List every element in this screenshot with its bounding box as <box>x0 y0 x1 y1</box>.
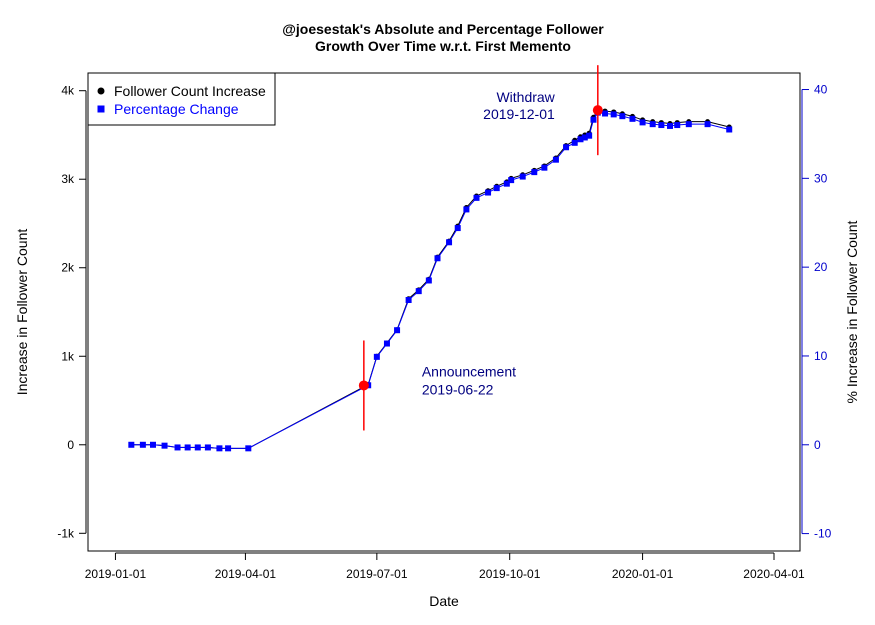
data-point-percentage <box>629 115 636 122</box>
data-point-percentage <box>649 121 656 128</box>
chart-title-line-2: Growth Over Time w.r.t. First Memento <box>315 38 571 54</box>
data-point-percentage <box>149 441 156 448</box>
event-label: Announcement <box>422 363 516 379</box>
data-point-percentage <box>485 189 492 196</box>
data-point-percentage <box>667 122 674 129</box>
data-point-percentage <box>184 444 191 451</box>
data-point-percentage <box>194 444 201 451</box>
x-axis: 2019-01-01 2019-04-01 2019-07-01 2019-10-01… <box>85 552 805 581</box>
data-point-percentage <box>581 134 588 141</box>
event-marker-point <box>358 380 369 391</box>
data-point-percentage <box>425 277 432 284</box>
legend-label-percentage: Percentage Change <box>114 101 239 117</box>
data-point-percentage <box>139 441 146 448</box>
y-right-tick-label: 20 <box>814 260 828 274</box>
data-point-percentage <box>415 288 422 295</box>
data-point-percentage <box>519 173 526 180</box>
data-point-percentage <box>204 444 211 451</box>
legend-marker-percentage <box>97 105 105 113</box>
y-left-tick-label: 2k <box>61 261 75 275</box>
data-point-percentage <box>394 327 401 334</box>
chart-title-line-1: @joesestak's Absolute and Percentage Fol… <box>282 21 604 37</box>
y-right-tick-label: -10 <box>814 527 832 541</box>
data-point-percentage <box>577 136 584 143</box>
data-point-percentage <box>586 132 593 139</box>
data-point-percentage <box>541 164 548 171</box>
data-point-percentage <box>639 119 646 126</box>
data-point-percentage <box>602 110 609 117</box>
data-point-percentage <box>446 239 453 246</box>
y-right-tick-label: 10 <box>814 349 828 363</box>
data-point-percentage <box>434 255 441 262</box>
data-point-percentage <box>503 180 510 187</box>
data-point-percentage <box>508 177 515 184</box>
legend-box <box>87 72 276 126</box>
y-left-tick-label: 0 <box>67 438 74 452</box>
left-y-axis: -1k 0 1k 2k 3k 4k <box>57 84 87 540</box>
data-point-percentage <box>658 122 665 129</box>
legend: Follower Count Increase Percentage Chang… <box>87 72 276 126</box>
x-axis-label: Date <box>429 593 459 609</box>
legend-marker-follower-count <box>97 87 105 95</box>
data-point-percentage <box>463 206 470 213</box>
data-point-percentage <box>571 139 578 146</box>
data-point-percentage <box>245 445 252 452</box>
data-point-percentage <box>493 185 500 192</box>
x-tick-label: 2019-10-01 <box>479 567 541 581</box>
x-tick-label: 2019-07-01 <box>346 567 408 581</box>
data-point-percentage <box>674 122 681 129</box>
data-point-percentage <box>405 297 412 304</box>
x-tick-label: 2019-04-01 <box>215 567 277 581</box>
data-point-percentage <box>619 113 626 120</box>
series-layer <box>128 107 733 452</box>
data-point-percentage <box>174 444 181 451</box>
x-tick-label: 2020-01-01 <box>612 567 674 581</box>
y-right-tick-label: 40 <box>814 83 828 97</box>
y-right-tick-label: 0 <box>814 438 821 452</box>
data-point-percentage <box>161 442 168 449</box>
data-point-percentage <box>590 116 597 123</box>
data-point-percentage <box>704 121 711 128</box>
data-point-percentage <box>685 121 692 128</box>
event-date: 2019-12-01 <box>483 106 555 122</box>
data-point-percentage <box>610 111 617 118</box>
event-marker-point <box>592 105 603 116</box>
data-point-percentage <box>552 156 559 163</box>
event-label: Withdraw <box>496 89 555 105</box>
y-left-tick-label: 4k <box>61 84 75 98</box>
y-left-tick-label: 3k <box>61 172 75 186</box>
data-point-percentage <box>216 445 223 452</box>
right-y-axis: -10 0 10 20 30 40 <box>801 83 832 541</box>
data-point-percentage <box>473 194 480 201</box>
data-point-percentage <box>128 441 135 448</box>
event-date: 2019-06-22 <box>422 381 494 397</box>
y-right-tick-label: 30 <box>814 171 828 185</box>
data-point-percentage <box>531 169 538 176</box>
data-point-percentage <box>454 225 461 232</box>
legend-label-follower-count: Follower Count Increase <box>114 83 266 99</box>
data-point-percentage <box>225 445 232 452</box>
y-axis-right-label: % Increase in Follower Count <box>844 220 860 403</box>
x-tick-label: 2019-01-01 <box>85 567 147 581</box>
y-left-tick-label: 1k <box>61 349 75 363</box>
data-point-percentage <box>383 340 390 347</box>
x-tick-label: 2020-04-01 <box>743 567 805 581</box>
data-point-percentage <box>726 126 733 133</box>
data-point-percentage <box>563 144 570 151</box>
y-axis-left-label: Increase in Follower Count <box>14 229 30 396</box>
data-point-percentage <box>373 353 380 360</box>
y-left-tick-label: -1k <box>57 526 75 540</box>
plot-area-frame <box>87 72 801 552</box>
